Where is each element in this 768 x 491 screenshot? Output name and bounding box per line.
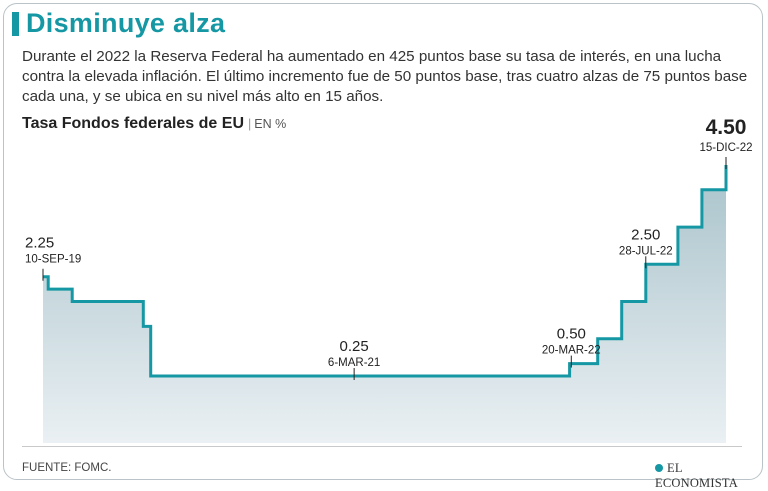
brand-icon bbox=[655, 464, 663, 472]
source-note: FUENTE: FOMC. bbox=[22, 462, 112, 474]
annotation-value-label: 0.25 bbox=[340, 338, 369, 355]
annotation-date-label: 20-MAR-22 bbox=[542, 345, 601, 357]
annotation-4: 15-DIC-22 4.50 bbox=[699, 116, 753, 169]
footer-divider bbox=[22, 446, 742, 447]
brand-logo: EL ECONOMISTA bbox=[655, 461, 768, 491]
title-accent-bar bbox=[12, 12, 19, 36]
brand-name: EL ECONOMISTA bbox=[655, 461, 738, 490]
annotation-2: 20-MAR-22 0.50 bbox=[542, 326, 601, 368]
annotation-date-label: 10-SEP-19 bbox=[25, 254, 81, 266]
rate-area-fill bbox=[43, 165, 726, 443]
chart-title-text: Tasa Fondos federales de EU bbox=[22, 115, 244, 132]
rate-step-line bbox=[43, 165, 728, 378]
annotation-date-label: 28-JUL-22 bbox=[619, 245, 673, 257]
chart-unit: | EN % bbox=[248, 117, 287, 131]
chart-title: Tasa Fondos federales de EU | EN % bbox=[22, 115, 286, 133]
card-frame bbox=[3, 3, 763, 480]
annotation-value-label: 4.50 bbox=[706, 116, 747, 139]
headline: Disminuye alza bbox=[26, 8, 226, 38]
annotation-date-label: 6-MAR-21 bbox=[328, 357, 380, 369]
intro-text: Durante el 2022 la Reserva Federal ha au… bbox=[22, 48, 748, 105]
annotation-value-label: 0.50 bbox=[557, 326, 586, 343]
annotation-date-label: 15-DIC-22 bbox=[699, 142, 752, 154]
annotation-value-label: 2.25 bbox=[25, 235, 54, 252]
annotation-3: 28-JUL-22 2.50 bbox=[619, 226, 673, 269]
annotation-value-label: 2.50 bbox=[631, 226, 660, 243]
annotation-1: 6-MAR-21 0.25 bbox=[328, 338, 380, 380]
chart-unit-text: EN % bbox=[254, 117, 287, 131]
annotation-0: 10-SEP-19 2.25 bbox=[25, 235, 81, 281]
